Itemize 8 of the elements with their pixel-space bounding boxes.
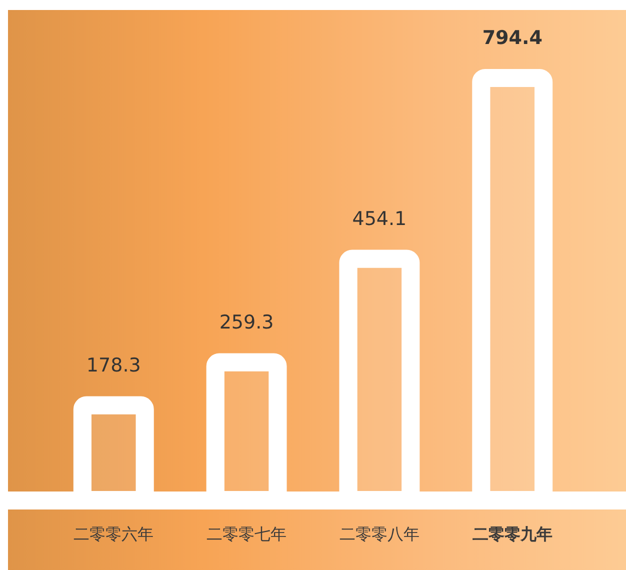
x-tick-label: 二零零七年 (206, 524, 287, 544)
x-tick-label: 二零零八年 (339, 524, 420, 544)
data-label: 454.1 (352, 208, 407, 230)
x-tick-label: 二零零九年 (472, 524, 552, 544)
data-label: 794.4 (482, 27, 542, 49)
data-label: 259.3 (219, 311, 274, 334)
data-label: 178.3 (86, 354, 141, 376)
x-tick-label: 二零零六年 (74, 524, 154, 544)
